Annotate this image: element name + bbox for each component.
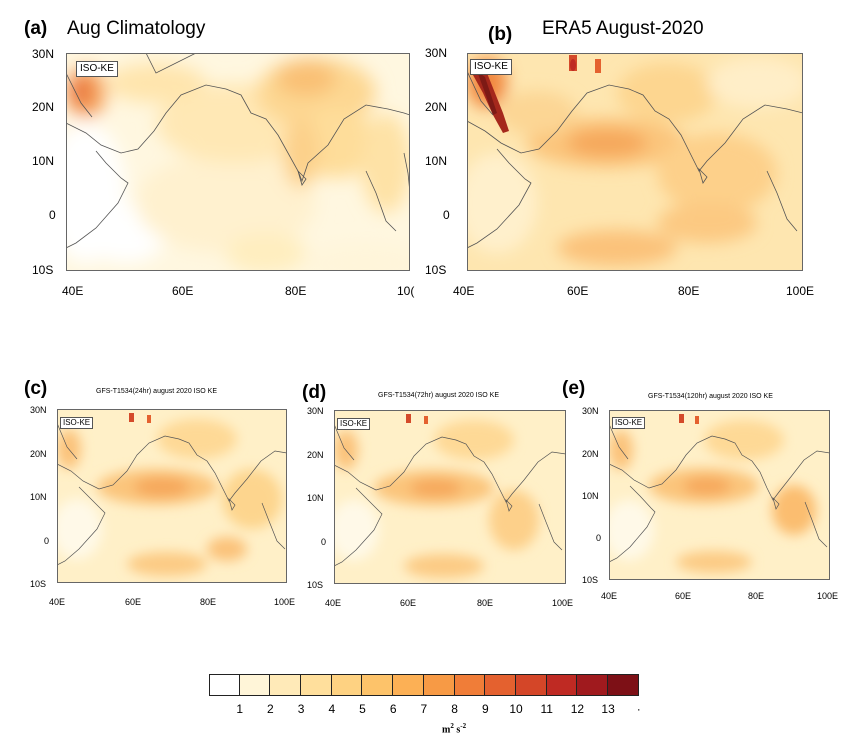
colorbar-label: 3 [297, 702, 305, 716]
colorbar-swatch [577, 674, 608, 696]
colorbar-swatch [607, 674, 639, 696]
colorbar-unit: m2 s-2 [442, 722, 467, 736]
colorbar-label: 5 [359, 702, 366, 716]
lon-tick: 40E [62, 284, 84, 298]
lon-tick: 100E [786, 284, 815, 298]
colorbar-label: 8 [451, 702, 458, 716]
panel-e-title: GFS-T1534(120hr) august 2020 ISO KE [648, 393, 773, 400]
colorbar-swatch [239, 674, 271, 696]
lon-tick: 100E [817, 591, 839, 601]
lat-tick: 10N [582, 491, 599, 501]
lat-tick: 10S [30, 579, 47, 589]
lat-tick: 30N [307, 406, 324, 416]
colorbar-label: 1 [236, 702, 244, 716]
lon-tick: 80E [477, 598, 494, 608]
lat-tick: 10S [425, 263, 447, 277]
panel-b-letter: (b) [488, 24, 513, 45]
panel-b-title: ERA5 August-2020 [542, 18, 704, 39]
lat-tick: 20N [582, 449, 599, 459]
lon-tick: 80E [748, 591, 765, 601]
lat-tick: 20N [425, 100, 448, 114]
lat-tick: 0 [321, 537, 327, 547]
lon-tick: 40E [453, 284, 475, 298]
colorbar-label: 12 [570, 702, 585, 716]
colorbar-swatch [301, 674, 332, 696]
lon-tick: 40E [49, 597, 66, 607]
map-panel-b: ISO-KE [467, 53, 803, 271]
lat-tick: 10S [307, 580, 324, 590]
legend-label-d: ISO-KE [337, 418, 371, 430]
lon-tick: 40E [325, 598, 342, 608]
lat-tick: 10N [307, 493, 324, 503]
legend-label-c: ISO-KE [60, 417, 94, 429]
lat-tick: 30N [32, 47, 55, 61]
colorbar-swatch [485, 674, 516, 696]
map-panel-e: ISO-KE [609, 410, 830, 580]
lon-tick: 100E [552, 598, 574, 608]
lon-tick: 60E [675, 591, 692, 601]
panel-d-letter: (d) [302, 382, 327, 403]
legend-label-b: ISO-KE [470, 59, 512, 75]
colorbar-swatch [331, 674, 363, 696]
lon-tick: 100E [274, 597, 296, 607]
map-panel-d: ISO-KE [334, 410, 566, 584]
lon-tick: 10( [397, 284, 415, 298]
lat-tick: 10S [32, 263, 54, 277]
lat-tick: 10N [32, 154, 55, 168]
panel-d-title: GFS-T1534(72hr) august 2020 ISO KE [378, 392, 500, 399]
colorbar-label: 7 [420, 702, 428, 716]
lat-tick: 0 [44, 536, 50, 546]
colorbar-swatch [423, 674, 455, 696]
colorbar-label: 9 [481, 702, 489, 716]
lat-tick: 30N [425, 46, 448, 60]
lat-tick: 20N [32, 100, 55, 114]
colorbar-swatch [393, 674, 424, 696]
lat-tick: 30N [30, 405, 47, 415]
colorbar-swatch [209, 674, 240, 696]
panel-c-letter: (c) [24, 378, 48, 399]
colorbar-swatch [546, 674, 578, 696]
lat-tick: 0 [443, 208, 450, 222]
panel-a-title: Aug Climatology [67, 18, 206, 39]
legend-label-e: ISO-KE [612, 417, 646, 429]
map-panel-a: ISO-KE [66, 53, 410, 271]
panel-c-title: GFS-T1534(24hr) august 2020 ISO KE [96, 388, 218, 395]
colorbar-label: 2 [267, 702, 274, 716]
map-panel-c: ISO-KE [57, 409, 287, 583]
lon-tick: 60E [125, 597, 142, 607]
lon-tick: 80E [200, 597, 217, 607]
colorbar-label: 11 [540, 702, 553, 716]
lon-tick: 60E [400, 598, 417, 608]
panel-a-letter: (a) [24, 18, 48, 39]
colorbar-label: 10 [509, 702, 523, 716]
lat-tick: 10N [30, 492, 47, 502]
colorbar-label: · [636, 702, 641, 716]
lon-tick: 40E [601, 591, 618, 601]
colorbar-swatch [454, 674, 486, 696]
colorbar-label: 13 [601, 702, 615, 716]
colorbar [209, 674, 639, 696]
lat-tick: 20N [307, 450, 324, 460]
lat-tick: 0 [596, 533, 602, 543]
lon-tick: 80E [678, 284, 700, 298]
legend-label-a: ISO-KE [76, 61, 118, 77]
lon-tick: 80E [285, 284, 307, 298]
lat-tick: 20N [30, 449, 47, 459]
colorbar-label: 4 [328, 702, 336, 716]
lat-tick: 0 [49, 208, 56, 222]
lat-tick: 10N [425, 154, 448, 168]
colorbar-swatch [515, 674, 547, 696]
lon-tick: 60E [567, 284, 589, 298]
lat-tick: 10S [582, 575, 599, 585]
lon-tick: 60E [172, 284, 194, 298]
colorbar-label: 6 [389, 702, 397, 716]
panel-e-letter: (e) [562, 378, 586, 399]
colorbar-swatch [362, 674, 394, 696]
lat-tick: 30N [582, 406, 599, 416]
colorbar-swatch [270, 674, 302, 696]
